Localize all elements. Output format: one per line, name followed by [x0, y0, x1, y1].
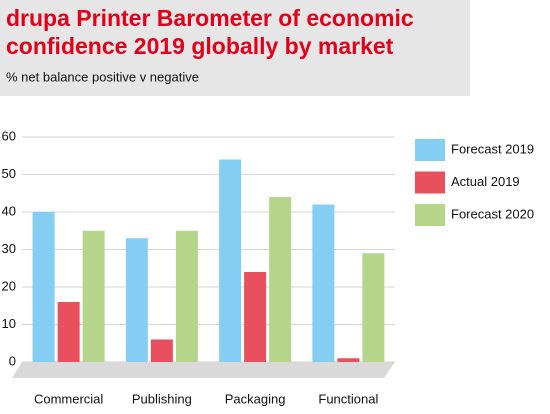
legend-label: Actual 2019 [451, 174, 520, 189]
y-tick-label: 50 [2, 166, 16, 181]
header-box [0, 0, 470, 96]
chart-title: drupa Printer Barometer of economic [6, 5, 414, 31]
y-tick-label: 0 [9, 353, 16, 368]
chart-subtitle: % net balance positive v negative [6, 69, 199, 84]
bar [269, 197, 292, 362]
bar [362, 253, 385, 362]
bar [337, 358, 360, 362]
y-tick-label: 30 [2, 241, 16, 256]
bar [57, 302, 80, 362]
y-tick-label: 60 [2, 128, 16, 143]
bar [244, 272, 267, 362]
bar [219, 159, 242, 362]
bar [150, 339, 173, 362]
x-tick-label: Commercial [34, 391, 103, 406]
y-tick-label: 40 [2, 203, 16, 218]
y-tick-label: 10 [2, 316, 16, 331]
y-tick-label: 20 [2, 278, 16, 293]
bar [125, 238, 148, 362]
x-tick-label: Functional [318, 391, 378, 406]
legend-label: Forecast 2020 [451, 206, 534, 221]
chart-title: confidence 2019 globally by market [6, 33, 394, 59]
bar [312, 204, 335, 362]
bar [32, 212, 55, 362]
bar [82, 230, 105, 362]
legend-swatch [415, 171, 445, 194]
legend-label: Forecast 2019 [451, 141, 534, 156]
x-tick-label: Packaging [225, 391, 286, 406]
legend-swatch [415, 204, 445, 226]
legend-swatch [415, 139, 445, 161]
floor [12, 362, 395, 378]
bar [175, 230, 198, 362]
x-tick-label: Publishing [132, 391, 192, 406]
